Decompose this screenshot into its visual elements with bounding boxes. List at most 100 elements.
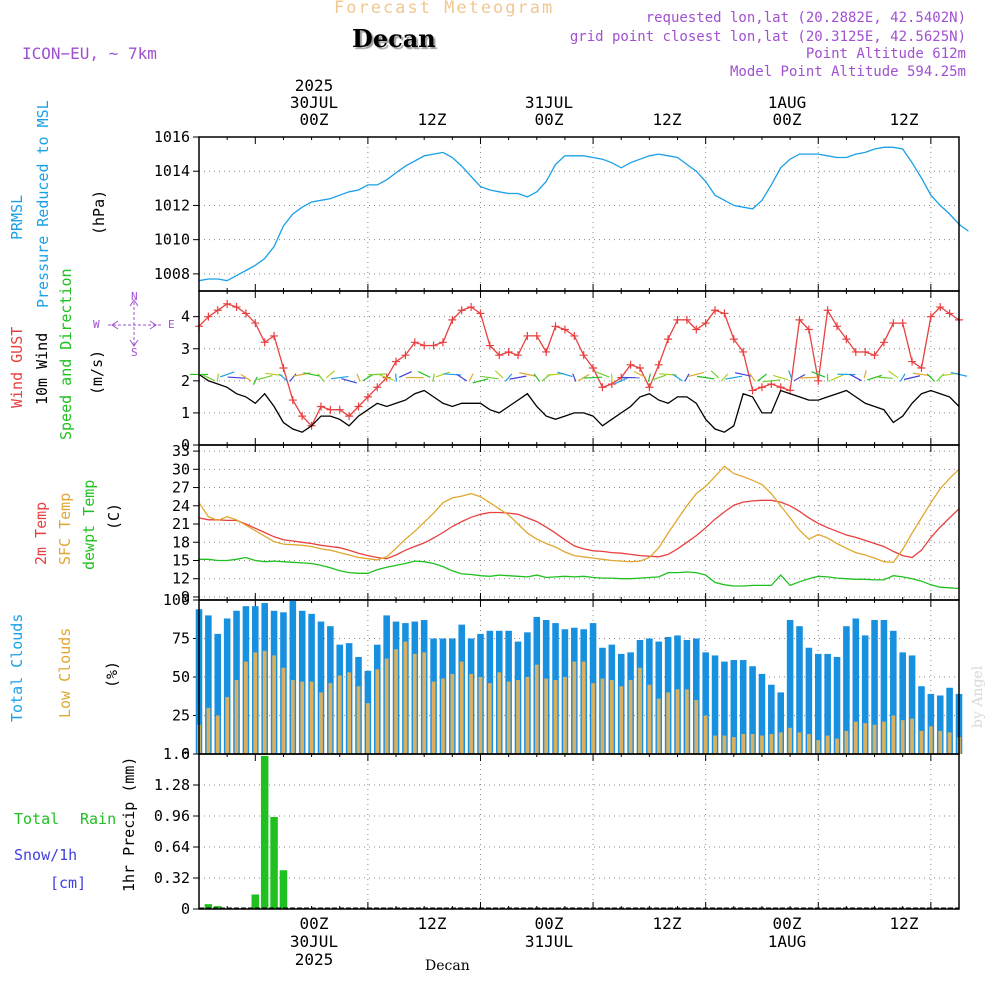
panel-frame: [198, 753, 960, 910]
rain-bar: [270, 816, 278, 909]
wind-arrow: [799, 376, 818, 379]
low-cloud-bar: [891, 715, 896, 754]
y-tick-label: 9: [181, 588, 190, 606]
gust-marker: [467, 303, 476, 312]
wind-arrow: [256, 374, 273, 381]
wind-arrow: [757, 373, 767, 382]
rain-bar: [251, 894, 260, 909]
low-cloud-bar: [290, 680, 295, 754]
low-cloud-bar: [938, 730, 943, 754]
gust-marker: [523, 331, 532, 340]
low-cloud-bar: [675, 689, 680, 754]
wind-arrow: [468, 373, 474, 382]
wind-arrow: [557, 371, 573, 378]
y-tick-label: 27: [172, 479, 190, 497]
gust-marker: [645, 383, 654, 392]
requested-lonlat: requested lon,lat (20.2882E, 42.5402N): [645, 10, 966, 26]
bottom-hour-label: 00Z: [534, 914, 564, 933]
gust-marker: [570, 331, 579, 340]
low-cloud-bar: [487, 683, 492, 754]
y-tick-label: 1010: [154, 231, 190, 249]
low-cloud-bar: [816, 740, 821, 754]
total-cloud-bar: [777, 692, 785, 754]
wind-arrow: [572, 373, 577, 382]
total-cloud-bar: [739, 660, 747, 754]
compass-icon: [108, 299, 162, 347]
low-cloud-bar: [778, 732, 783, 754]
low-cloud-bar: [506, 681, 511, 754]
top-hour-label: 00Z: [772, 110, 802, 129]
wind-arrow: [811, 371, 826, 378]
wind-arrow: [633, 370, 647, 378]
total-cloud-bar: [890, 630, 897, 754]
gust-marker: [401, 351, 410, 360]
gust-marker: [514, 351, 523, 360]
wind-arrow: [472, 378, 489, 384]
gust-marker: [804, 325, 813, 334]
low-cloud-bar: [656, 698, 661, 754]
wind-arrow: [734, 372, 752, 377]
gust-marker: [448, 315, 457, 324]
low-cloud-bar: [300, 681, 305, 754]
total-cloud-bar: [205, 615, 212, 754]
wind-arrow: [227, 376, 246, 379]
low-cloud-bar: [703, 715, 708, 754]
total-cloud-bar: [730, 660, 738, 754]
y-tick-label: 18: [172, 533, 190, 551]
low-cloud-bar: [947, 732, 952, 754]
total-cloud-bar: [946, 687, 953, 754]
gust-marker: [757, 383, 766, 392]
low-cloud-bar: [600, 678, 605, 754]
rain-bar: [279, 870, 288, 909]
gust-marker: [457, 306, 466, 315]
point-altitude: Point Altitude 612m: [805, 46, 966, 62]
wind-arrow: [201, 374, 215, 382]
gust-marker: [223, 299, 232, 308]
series-line-sfc-temp: [198, 465, 960, 563]
gust-marker: [476, 309, 485, 318]
panels-layer: 1008101010121014101601234912151821242730…: [154, 128, 969, 918]
y-tick-label: 33: [172, 442, 190, 460]
low-cloud-bar: [516, 680, 520, 754]
low-cloud-bar: [225, 697, 230, 754]
wind-arrow: [303, 372, 320, 377]
total-cloud-bar: [908, 655, 916, 754]
total-cloud-bar: [899, 652, 906, 754]
wind-arrow: [325, 370, 335, 379]
wind-arrow: [888, 370, 899, 379]
wind-arrow: [926, 373, 935, 382]
y-tick-label: 0: [181, 436, 190, 454]
bottom-hour-label: 00Z: [772, 914, 802, 933]
grid-point-lonlat: grid point closest lon,lat (20.3125E, 42…: [569, 29, 966, 45]
low-cloud-bar: [366, 703, 370, 754]
wind-arrow: [278, 373, 288, 382]
low-cloud-bar: [553, 680, 558, 754]
y-tick-label: 21: [172, 515, 190, 533]
low-cloud-bar: [234, 680, 239, 754]
gust-marker: [842, 335, 851, 344]
gust-marker: [889, 319, 898, 328]
low-cloud-bar: [638, 667, 642, 754]
gust-marker: [560, 325, 569, 334]
bottom-hour-label: 00Z: [299, 914, 329, 933]
low-cloud-bar: [863, 723, 868, 754]
low-cloud-bar: [713, 735, 717, 754]
low-cloud-bar: [900, 720, 905, 754]
total-cloud-bar: [721, 661, 728, 754]
gust-marker: [298, 412, 307, 421]
wind-arrow: [912, 372, 931, 377]
total-cloud-bar: [749, 666, 756, 754]
total-cloud-bar: [918, 686, 925, 754]
gust-marker: [589, 364, 598, 372]
low-cloud-bar: [253, 652, 258, 754]
total-cloud-bar: [317, 621, 325, 754]
low-cloud-bar: [459, 661, 464, 754]
total-cloud-bar: [805, 647, 813, 754]
series-line-2m-temp: [198, 499, 960, 560]
gust-marker: [204, 312, 213, 321]
gust-marker: [917, 364, 926, 372]
low-cloud-bar: [347, 672, 351, 754]
low-cloud-bar: [412, 653, 417, 754]
gust-marker: [551, 322, 560, 331]
